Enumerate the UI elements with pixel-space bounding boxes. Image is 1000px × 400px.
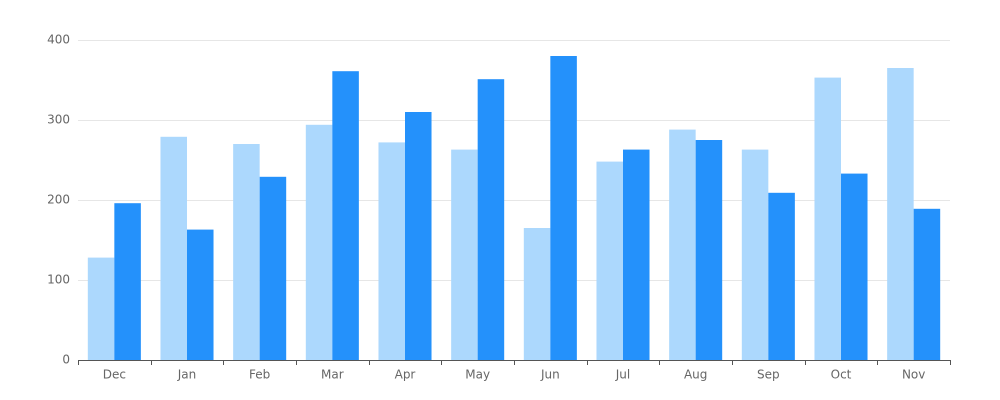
bar (233, 144, 260, 360)
bar (741, 149, 769, 360)
y-tick-label: 300 (47, 113, 70, 127)
bar (87, 257, 115, 360)
x-tick-label: Jan (177, 368, 197, 382)
bar (913, 208, 941, 360)
bar (768, 192, 795, 360)
bars (87, 56, 941, 360)
bar (405, 112, 432, 360)
x-tick-label: Nov (902, 368, 925, 382)
bar (160, 136, 187, 360)
bar (305, 124, 333, 360)
bar (259, 176, 287, 360)
x-tick-label: Sep (757, 368, 780, 382)
x-tick-label: Jun (540, 368, 560, 382)
x-tick-label: Feb (249, 368, 270, 382)
bar (451, 149, 478, 360)
bar (477, 79, 505, 360)
bar (523, 228, 551, 360)
bar (887, 68, 914, 360)
bar (669, 129, 696, 360)
x-tick-label: Mar (321, 368, 344, 382)
y-tick-label: 400 (47, 33, 70, 47)
x-tick-label: Oct (831, 368, 852, 382)
x-tick-label: Jul (615, 368, 630, 382)
x-tick-label: Dec (103, 368, 126, 382)
bar (114, 203, 141, 360)
x-tick-label: May (465, 368, 490, 382)
bar (623, 149, 650, 360)
x-tick-label: Aug (684, 368, 707, 382)
bar (814, 77, 841, 360)
bar (841, 173, 868, 360)
y-tick-label: 200 (47, 193, 70, 207)
y-tick-label: 100 (47, 273, 70, 287)
bar (695, 140, 723, 360)
bar (596, 161, 623, 360)
bar (187, 229, 214, 360)
bar (378, 142, 405, 360)
x-tick-label: Apr (395, 368, 416, 382)
y-tick-label: 0 (62, 353, 70, 367)
bar (550, 56, 577, 360)
bar (332, 71, 359, 360)
